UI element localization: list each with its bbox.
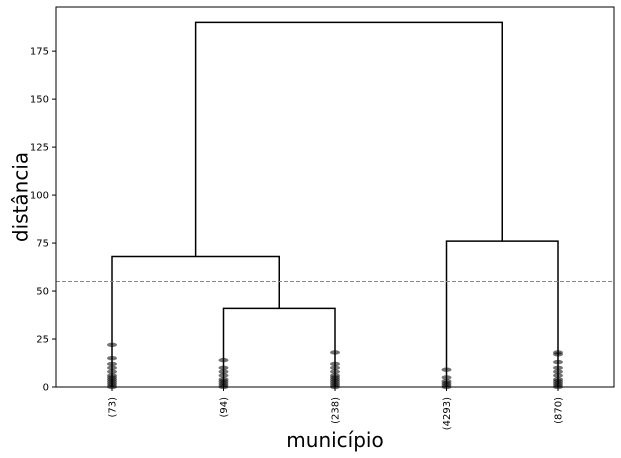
dendrogram-link [111,255,280,387]
y-axis: 0 25 50 75 100 125 150 175 [30,47,56,394]
dendrogram-link [445,240,559,387]
y-tick-label: 25 [36,335,49,346]
y-tick-label: 175 [30,47,49,58]
dendrogram-link [194,21,503,257]
y-tick-label: 50 [36,287,49,298]
y-tick-label: 150 [30,95,49,106]
y-tick-label: 75 [36,239,49,250]
x-tick-label: (870) [554,397,565,424]
x-tick-label: (238) [331,397,342,424]
x-axis-label: município [286,428,383,452]
y-axis-label: distância [9,152,33,242]
y-tick-label: 0 [43,383,49,394]
y-tick-label: 125 [30,143,49,154]
dendrogram-link [222,307,336,387]
x-tick-label: (73) [108,397,119,418]
x-tick-label: (4293) [442,397,453,430]
x-axis: (73) (94) (238) (4293) (870) [108,387,565,430]
x-tick-label: (94) [219,397,230,418]
y-tick-label: 100 [30,191,49,202]
dendrogram-links [111,21,559,387]
